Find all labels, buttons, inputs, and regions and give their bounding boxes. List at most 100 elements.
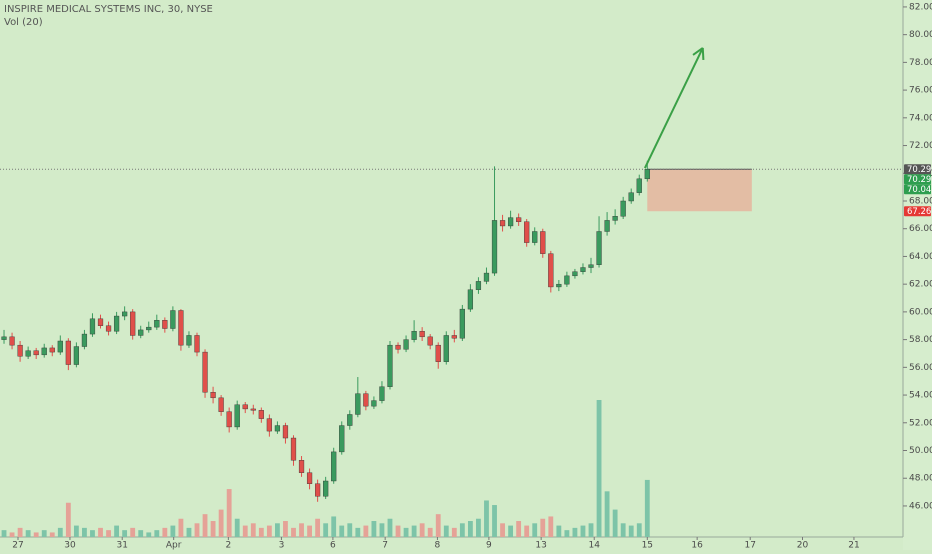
candle-body xyxy=(548,253,554,288)
candle-body xyxy=(339,425,345,453)
candle-body xyxy=(162,320,168,329)
candle-body xyxy=(588,264,594,268)
candle-body xyxy=(427,336,433,346)
volume-bar xyxy=(564,530,570,537)
x-tick-label: 9 xyxy=(486,541,492,551)
x-tick-label: 15 xyxy=(642,541,653,551)
volume-bar xyxy=(49,532,55,537)
volume-bar xyxy=(411,525,417,537)
volume-bar xyxy=(258,527,264,537)
y-tick-label: 64.00 xyxy=(909,252,932,262)
candle-body xyxy=(483,272,490,282)
volume-bar xyxy=(186,527,192,537)
candle-body xyxy=(411,331,417,340)
candle-body xyxy=(306,472,313,484)
candle-body xyxy=(97,318,104,326)
volume-bar xyxy=(323,523,329,537)
volume-bar xyxy=(435,514,441,537)
candle-body xyxy=(620,200,626,217)
volume-bar xyxy=(122,530,128,537)
y-tick-label: 62.00 xyxy=(909,280,932,290)
volume-bar xyxy=(508,525,514,537)
volume-bar xyxy=(572,527,578,537)
arrow-head xyxy=(701,47,705,60)
volume-bar xyxy=(170,525,176,537)
volume-bar xyxy=(138,530,144,537)
volume-bar xyxy=(33,532,39,537)
volume-bar xyxy=(210,521,216,537)
candle-body xyxy=(499,220,506,227)
y-tick-label: 60.00 xyxy=(909,307,932,317)
candle-body xyxy=(113,315,120,332)
volume-bar xyxy=(162,527,168,537)
candle-body xyxy=(9,336,15,346)
volume-bar xyxy=(73,525,79,537)
volume-bar xyxy=(492,505,497,537)
candle-body xyxy=(282,425,289,439)
y-tick-label: 56.00 xyxy=(909,363,932,373)
candle-body xyxy=(290,437,297,461)
volume-bar xyxy=(379,523,385,537)
volume-bar xyxy=(524,525,530,537)
volume-bar xyxy=(250,523,256,537)
y-tick-label: 78.00 xyxy=(909,58,932,68)
candle-body xyxy=(564,275,570,285)
y-tick-label: 76.00 xyxy=(909,86,932,96)
volume-bar xyxy=(548,516,554,537)
candle-body xyxy=(403,339,409,350)
volume-bar xyxy=(580,525,586,537)
candle-body xyxy=(347,414,353,426)
candle-body xyxy=(218,397,224,412)
candle-body xyxy=(443,335,449,362)
x-tick-label: 21 xyxy=(848,541,859,551)
volume-bar xyxy=(516,521,522,537)
volume-bar xyxy=(299,523,304,537)
y-tick-label: 66.00 xyxy=(909,224,932,234)
volume-bar xyxy=(467,521,473,537)
arrow-head xyxy=(692,47,704,56)
candle-body xyxy=(73,346,80,365)
candle-body xyxy=(395,344,401,350)
candle-body xyxy=(65,340,71,365)
volume-bar xyxy=(355,527,361,537)
price-tag xyxy=(904,184,931,195)
candle-body xyxy=(556,283,562,288)
candle-body xyxy=(81,333,88,347)
y-tick-label: 48.00 xyxy=(909,474,932,484)
volume-bar xyxy=(500,523,505,537)
candle-body xyxy=(491,220,498,274)
candle-body xyxy=(226,411,232,428)
candle-body xyxy=(138,329,144,336)
volume-bar xyxy=(636,523,642,537)
candle-body xyxy=(636,178,642,193)
x-tick-label: 13 xyxy=(535,541,546,551)
candle-body xyxy=(170,310,176,329)
candle-body xyxy=(363,393,369,407)
volume-bar xyxy=(25,530,31,537)
candle-body xyxy=(266,418,272,432)
price-tag-label: 67.26 xyxy=(907,207,931,217)
chart-title: INSPIRE MEDICAL SYSTEMS INC, 30, NYSE xyxy=(4,4,213,15)
y-tick-label: 72.00 xyxy=(909,141,932,151)
candle-body xyxy=(57,340,63,353)
volume-bar xyxy=(146,532,152,537)
candle-body xyxy=(194,335,200,353)
x-tick-label: 2 xyxy=(225,541,231,551)
volume-bar xyxy=(451,527,457,537)
candle-body xyxy=(435,344,441,362)
candle-body xyxy=(475,281,482,290)
volume-bar xyxy=(178,518,184,537)
volume-bar xyxy=(82,527,87,537)
volume-bar xyxy=(339,525,345,537)
candle-body xyxy=(210,392,216,399)
candle-body xyxy=(331,451,337,482)
volume-bar xyxy=(419,523,425,537)
x-tick-label: 8 xyxy=(435,541,441,551)
volume-bar xyxy=(57,527,63,537)
volume-bar xyxy=(347,523,353,537)
volume-bar xyxy=(476,518,481,537)
volume-bar xyxy=(242,525,248,537)
candle-body xyxy=(130,311,136,336)
position-box xyxy=(647,169,752,212)
